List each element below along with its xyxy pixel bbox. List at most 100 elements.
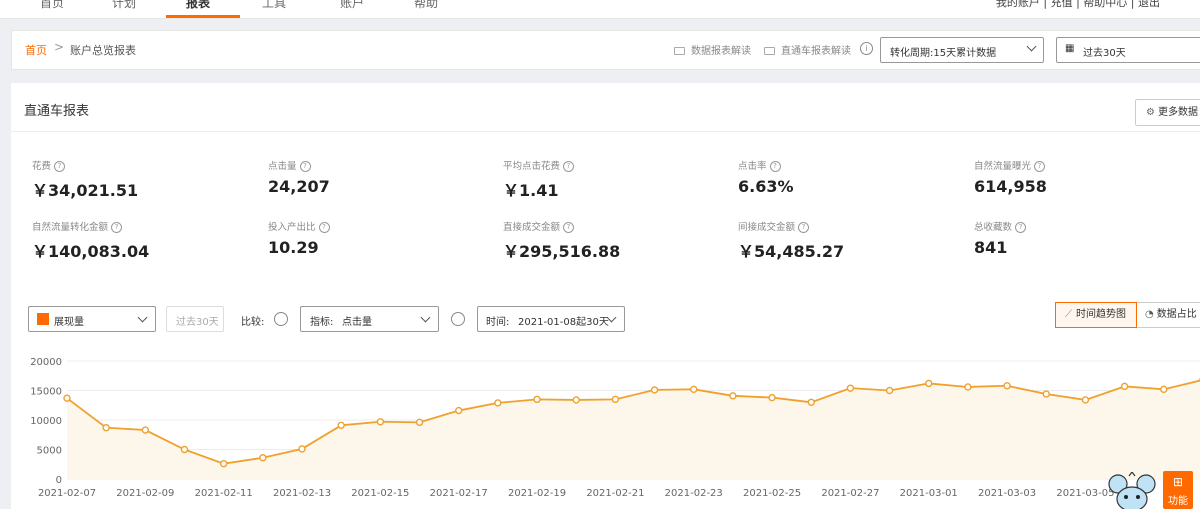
nav-tab-home[interactable]: 首页 bbox=[40, 0, 65, 10]
indicator-label: 指标: bbox=[310, 317, 334, 328]
data-point[interactable] bbox=[611, 395, 620, 404]
range-button-label: 过去30天 bbox=[176, 317, 219, 328]
nav-active-underline bbox=[166, 15, 240, 18]
time-compare-radio[interactable] bbox=[451, 312, 465, 326]
data-point[interactable] bbox=[690, 385, 698, 394]
metric-select-value: 展现量 bbox=[54, 317, 84, 328]
pie-chart-icon: ◔ bbox=[1145, 309, 1154, 320]
data-point[interactable] bbox=[533, 395, 541, 404]
range-button[interactable]: 过去30天 bbox=[166, 306, 224, 332]
metric-value: ￥140,083.04 bbox=[32, 242, 150, 261]
indicator-select[interactable]: 指标: 点击量 bbox=[300, 306, 439, 332]
trend-chart-toggle[interactable]: ⟋ 时间趋势图 bbox=[1055, 302, 1137, 328]
metric-label: 点击量 bbox=[268, 161, 297, 172]
x-tick-label: 2021-02-07 bbox=[38, 488, 96, 499]
x-tick-label: 2021-02-17 bbox=[430, 488, 488, 499]
x-tick-label: 2021-02-09 bbox=[116, 488, 174, 499]
panel-title: 直通车报表 bbox=[24, 104, 90, 119]
data-point[interactable] bbox=[1003, 382, 1011, 390]
data-point[interactable] bbox=[259, 454, 267, 462]
help-icon[interactable]: ? bbox=[299, 161, 311, 172]
data-point[interactable] bbox=[1081, 396, 1090, 404]
metric-roi: 投入产出比? 10.29 bbox=[268, 219, 330, 257]
data-point[interactable] bbox=[180, 445, 189, 454]
data-point[interactable] bbox=[63, 394, 71, 402]
metric-value: 10.29 bbox=[268, 238, 319, 257]
data-point[interactable] bbox=[885, 386, 894, 395]
data-point[interactable] bbox=[494, 399, 502, 407]
data-report-help-link[interactable]: 数据报表解读 bbox=[674, 42, 751, 57]
metric-cost: 花费? ￥34,021.51 bbox=[32, 158, 138, 201]
info-icon[interactable]: i bbox=[860, 42, 873, 55]
metric-value: ￥295,516.88 bbox=[503, 242, 621, 261]
help-icon[interactable]: ? bbox=[54, 161, 66, 172]
metric-select[interactable]: 展现量 bbox=[28, 306, 156, 332]
help-icon[interactable]: ? bbox=[769, 161, 781, 172]
data-point[interactable] bbox=[572, 396, 580, 404]
conversion-period-select[interactable]: 转化周期:15天累计数据 bbox=[880, 37, 1044, 63]
trend-chart-label: 时间趋势图 bbox=[1076, 309, 1126, 320]
data-point[interactable] bbox=[376, 418, 385, 426]
metric-clicks: 点击量? 24,207 bbox=[268, 158, 330, 196]
y-tick-label: 20000 bbox=[30, 357, 62, 368]
metric-label: 点击率 bbox=[738, 161, 767, 172]
data-point[interactable] bbox=[729, 392, 737, 400]
nav-tab-reports[interactable]: 报表 bbox=[186, 0, 211, 10]
metric-favorites: 总收藏数? 841 bbox=[974, 219, 1027, 257]
y-tick-label: 15000 bbox=[30, 387, 62, 398]
help-icon[interactable]: ? bbox=[1015, 222, 1027, 233]
breadcrumb-current: 账户总览报表 bbox=[70, 44, 136, 57]
line-chart-icon: ⟋ bbox=[1065, 309, 1072, 320]
time-select[interactable]: 时间: 2021-01-08起30天 bbox=[477, 306, 625, 332]
nav-tab-account[interactable]: 账户 bbox=[340, 0, 365, 10]
metric-label: 花费 bbox=[32, 161, 52, 172]
data-point[interactable] bbox=[1042, 390, 1050, 398]
data-share-toggle[interactable]: ◔ 数据占比 bbox=[1137, 302, 1200, 328]
date-range-picker[interactable]: ▦ 过去30天 bbox=[1056, 37, 1200, 63]
data-point[interactable] bbox=[846, 384, 855, 392]
more-data-button[interactable]: ⚙ 更多数据 bbox=[1135, 99, 1200, 126]
nav-tab-tools[interactable]: 工具 bbox=[262, 0, 287, 10]
metric-organic-impressions: 自然流量曝光? 614,958 bbox=[974, 158, 1047, 196]
compare-radio[interactable] bbox=[274, 312, 288, 326]
feature-fab[interactable]: ⊞ 功能 bbox=[1163, 471, 1193, 509]
data-point[interactable] bbox=[807, 398, 815, 406]
x-tick-label: 2021-02-13 bbox=[273, 488, 331, 499]
data-point[interactable] bbox=[1120, 382, 1129, 391]
data-point[interactable] bbox=[415, 418, 424, 427]
data-point[interactable] bbox=[1160, 385, 1168, 394]
data-point[interactable] bbox=[650, 386, 659, 394]
nav-tab-plans[interactable]: 计划 bbox=[112, 0, 137, 10]
data-point[interactable] bbox=[102, 423, 110, 432]
ztc-report-help-link[interactable]: 直通车报表解读 bbox=[764, 42, 851, 57]
data-point[interactable] bbox=[219, 459, 228, 468]
video-icon bbox=[674, 47, 685, 55]
x-tick-label: 2021-02-11 bbox=[195, 488, 253, 499]
help-icon[interactable]: ? bbox=[111, 222, 123, 233]
date-range-value: 过去30天 bbox=[1083, 48, 1126, 59]
metric-direct-sales: 直接成交金额? ￥295,516.88 bbox=[503, 219, 620, 262]
help-icon[interactable]: ? bbox=[1034, 161, 1046, 172]
breadcrumb-home-link[interactable]: 首页 bbox=[25, 44, 47, 57]
nav-right-links[interactable]: 我的账户 | 充值 | 帮助中心 | 退出 bbox=[995, 0, 1160, 9]
help-icon[interactable]: ? bbox=[318, 222, 330, 233]
x-tick-label: 2021-02-19 bbox=[508, 488, 566, 499]
nav-tab-help[interactable]: 帮助 bbox=[414, 0, 439, 10]
calendar-icon: ▦ bbox=[1065, 43, 1075, 54]
ztc-report-help-label: 直通车报表解读 bbox=[781, 46, 851, 57]
data-point[interactable] bbox=[925, 379, 933, 388]
data-point[interactable] bbox=[964, 383, 972, 391]
y-tick-label: 5000 bbox=[37, 446, 62, 457]
data-point[interactable] bbox=[455, 406, 463, 415]
metric-value: ￥34,021.51 bbox=[32, 181, 139, 200]
data-point[interactable] bbox=[298, 445, 306, 453]
help-icon[interactable]: ? bbox=[798, 222, 810, 233]
help-icon[interactable]: ? bbox=[563, 222, 575, 233]
help-icon[interactable]: ? bbox=[563, 161, 575, 172]
mascot-icon[interactable] bbox=[1108, 472, 1156, 509]
breadcrumb-separator: > bbox=[54, 40, 65, 54]
video-icon bbox=[764, 47, 775, 55]
data-point[interactable] bbox=[141, 426, 150, 434]
data-point[interactable] bbox=[337, 421, 345, 430]
data-point[interactable] bbox=[768, 393, 776, 402]
